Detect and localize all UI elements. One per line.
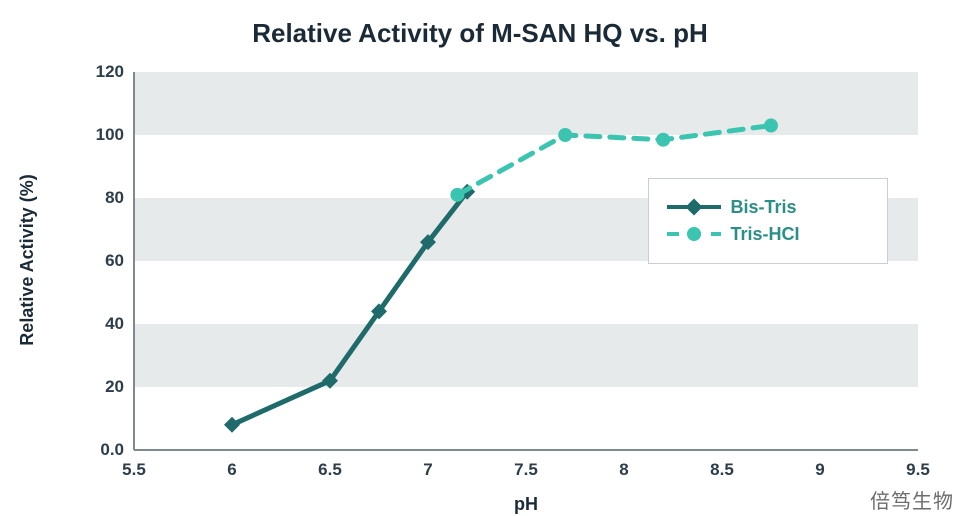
y-axis-title: Relative Activity (%) <box>17 174 38 345</box>
marker-circle <box>764 119 778 133</box>
legend-swatch <box>667 225 721 243</box>
x-tick-label: 7.5 <box>514 460 538 480</box>
diamond-icon <box>685 199 702 216</box>
series-line-bis_tris <box>232 192 467 425</box>
y-tick-label: 0.0 <box>100 440 124 460</box>
y-tick-label: 20 <box>105 377 124 397</box>
legend-item-bis_tris: Bis-Tris <box>667 197 869 218</box>
x-tick-label: 9.5 <box>906 460 930 480</box>
x-tick-label: 9 <box>815 460 824 480</box>
chart-title: Relative Activity of M-SAN HQ vs. pH <box>0 18 960 49</box>
x-tick-label: 8 <box>619 460 628 480</box>
marker-diamond <box>224 417 240 433</box>
marker-circle <box>450 188 464 202</box>
legend-label: Tris-HCI <box>731 224 800 245</box>
x-tick-label: 5.5 <box>122 460 146 480</box>
y-tick-label: 100 <box>96 125 124 145</box>
x-axis-title: pH <box>514 494 538 515</box>
legend-label: Bis-Tris <box>731 197 797 218</box>
y-tick-label: 80 <box>105 188 124 208</box>
y-tick-label: 120 <box>96 62 124 82</box>
legend-swatch <box>667 198 721 216</box>
y-tick-label: 60 <box>105 251 124 271</box>
watermark: 倍笃生物 <box>870 485 954 514</box>
x-tick-label: 6 <box>227 460 236 480</box>
x-tick-label: 7 <box>423 460 432 480</box>
legend-item-tris_hcl: Tris-HCI <box>667 224 869 245</box>
x-tick-label: 6.5 <box>318 460 342 480</box>
y-tick-label: 40 <box>105 314 124 334</box>
marker-circle <box>656 133 670 147</box>
circle-icon <box>687 227 701 241</box>
marker-circle <box>558 128 572 142</box>
x-tick-label: 8.5 <box>710 460 734 480</box>
legend: Bis-Tris Tris-HCI <box>648 178 888 264</box>
